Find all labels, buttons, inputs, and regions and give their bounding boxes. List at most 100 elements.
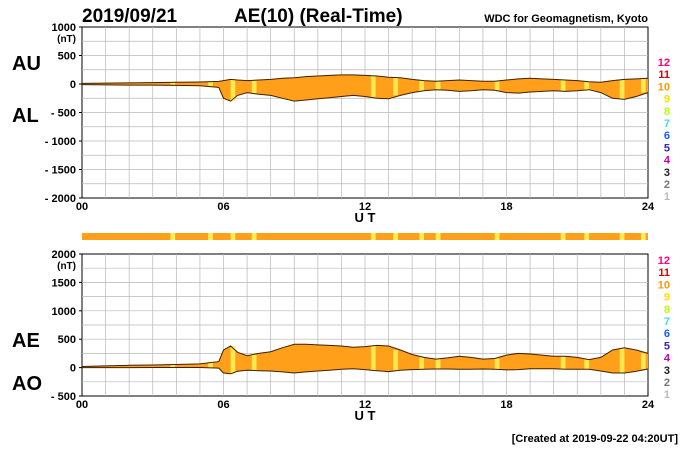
x-tick-label: 00 [76, 399, 88, 411]
y-tick-label: - 1000 [45, 136, 76, 148]
created-label: [Created at 2019-09-22 04:20UT] [512, 433, 679, 445]
level-legend-item: 4 [664, 155, 671, 167]
strip-segment [494, 233, 500, 240]
level-legend-item: 7 [664, 118, 670, 130]
area-highlight [640, 78, 646, 93]
level-legend-item: 4 [664, 353, 671, 365]
y-tick-label: 500 [58, 51, 76, 63]
area-highlight [370, 345, 376, 371]
level-legend-item: 10 [658, 279, 670, 291]
level-legend-item: 8 [664, 304, 670, 316]
area-highlight [170, 82, 176, 86]
area-highlight [435, 359, 441, 370]
level-legend-item: 3 [664, 167, 670, 179]
x-tick-label: 24 [642, 201, 655, 213]
area-highlight [619, 347, 625, 373]
area-highlight [393, 349, 399, 371]
y-tick-label: - 500 [51, 391, 76, 403]
side-label-ae: AE [12, 330, 40, 352]
area-highlight [393, 77, 399, 96]
level-legend-item: 5 [664, 142, 670, 154]
y-tick-label: 500 [58, 334, 76, 346]
side-label-ao: AO [12, 373, 42, 395]
y-tick-label: - 1500 [45, 165, 76, 177]
x-axis-label: U T [355, 408, 376, 423]
strip-segment [419, 233, 424, 240]
area-highlight [170, 364, 176, 368]
x-tick-label: 12 [359, 399, 371, 411]
strip-segment [640, 233, 646, 240]
area-highlight [494, 81, 500, 91]
quality-strip [82, 233, 648, 240]
y-unit-label: (nT) [57, 261, 76, 272]
au-al-panel: 1000 500 0 - 500 - 1000 - 1500 - 2000 (nT) 00 06 1… [12, 22, 655, 225]
ae-ao-panel: 2000 1500 1000 500 0 - 500 (nT) 00 06 12 18 24 U T AE… [12, 249, 655, 423]
strip-segment [435, 233, 441, 240]
area-highlight [435, 81, 441, 90]
side-label-au: AU [12, 53, 41, 75]
area-highlight [370, 76, 376, 99]
strip-segment [251, 233, 257, 240]
y-tick-label: 0 [70, 363, 76, 375]
strip-segment [370, 233, 376, 240]
level-legend-item: 12 [658, 57, 670, 69]
series-line-au [81, 74, 649, 84]
source-label: WDC for Geomagnetism, Kyoto [484, 13, 648, 25]
area-highlight [419, 357, 424, 370]
area-highlight [230, 79, 236, 102]
area-highlight [419, 80, 424, 91]
level-legend-item: 8 [664, 106, 670, 118]
level-legend-item: 1 [664, 389, 670, 401]
level-legend-item: 3 [664, 365, 670, 377]
y-tick-label: 0 [70, 79, 76, 91]
strip-segment [170, 233, 176, 240]
y-tick-label: 1000 [52, 22, 76, 34]
area-highlight [251, 353, 257, 371]
area-highlight [560, 356, 566, 370]
strip-segment [584, 233, 590, 240]
x-tick-label: 00 [76, 201, 88, 213]
area-highlight [584, 81, 590, 90]
level-legend-item: 1 [664, 191, 670, 203]
chart-title: AE(10) (Real-Time) [234, 6, 403, 27]
y-unit-label: (nT) [57, 34, 76, 45]
area-highlight [251, 80, 257, 95]
area-highlight [494, 358, 500, 370]
y-tick-label: - 500 [51, 108, 76, 120]
x-tick-label: 06 [217, 201, 229, 213]
x-tick-label: 24 [642, 399, 655, 411]
level-legend-item: 11 [658, 267, 670, 279]
y-tick-label: 1000 [52, 306, 76, 318]
level-legend-item: 10 [658, 81, 670, 93]
x-tick-label: 18 [500, 399, 512, 411]
area-highlight [640, 353, 646, 370]
strip-segment [208, 233, 213, 240]
x-axis-label: U T [355, 210, 376, 225]
level-legend-item: 6 [664, 328, 670, 340]
level-legend-item: 7 [664, 316, 670, 328]
area-highlight [560, 80, 566, 92]
area-band [82, 344, 648, 374]
level-legend-item: 11 [658, 69, 670, 81]
strip-segment [393, 233, 399, 240]
series-line-ae [81, 343, 649, 367]
strip-segment [619, 233, 625, 240]
level-legend-item: 12 [658, 255, 670, 267]
date-label: 2019/09/21 [82, 6, 178, 27]
side-label-al: AL [12, 105, 39, 127]
strip-segment [230, 233, 236, 240]
area-highlight [208, 81, 213, 88]
y-tick-label: - 2000 [45, 193, 76, 205]
area-highlight [208, 361, 213, 369]
level-legend-item: 6 [664, 130, 670, 142]
area-highlight [584, 359, 590, 370]
y-tick-label: 1500 [52, 277, 76, 289]
x-tick-label: 18 [500, 201, 512, 213]
series-line-al [81, 84, 649, 102]
level-legend-item: 9 [664, 94, 670, 106]
area-highlight [230, 346, 236, 374]
level-legend-item: 2 [664, 377, 670, 389]
